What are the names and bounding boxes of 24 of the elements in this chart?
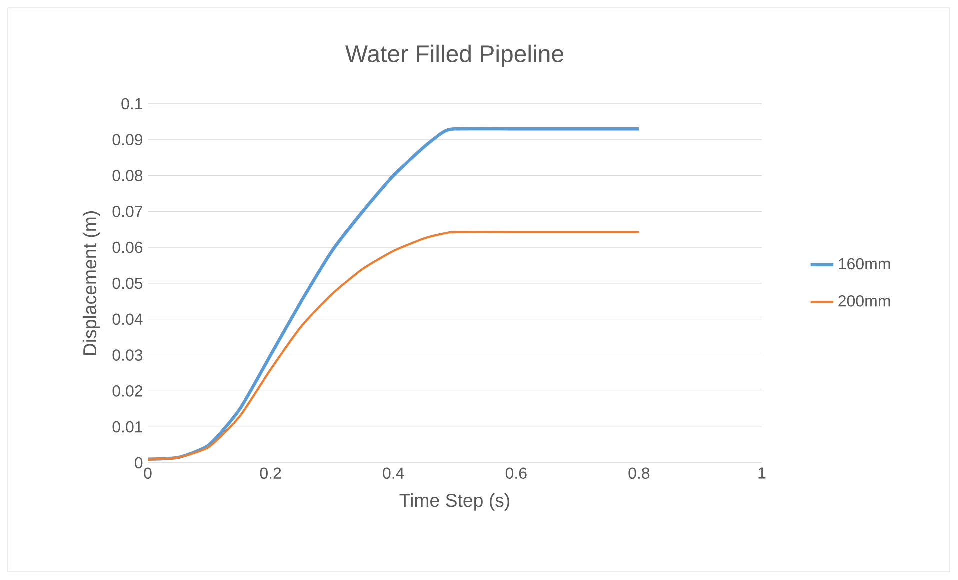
- chart-title: Water Filled Pipeline: [346, 44, 564, 68]
- y-tick-label: 0.09: [112, 134, 143, 146]
- y-tick-label: 0.1: [122, 98, 143, 110]
- y-tick-label: 0.02: [112, 386, 142, 397]
- y-tick-label: 0: [135, 457, 143, 469]
- y-tick-label: 0.05: [112, 278, 143, 290]
- y-tick-label: 0.08: [112, 170, 143, 182]
- y-tick-label: 0.04: [112, 314, 143, 326]
- x-tick-label: 0.2: [260, 468, 282, 480]
- x-tick-label: 0.4: [383, 468, 404, 480]
- y-axis-title: Displacement (m): [82, 212, 100, 356]
- legend-label: 160mm: [839, 258, 890, 270]
- x-axis-title: Time Step (s): [400, 494, 510, 511]
- x-tick-label: 0: [144, 468, 152, 480]
- legend-label: 200mm: [838, 295, 890, 307]
- y-tick-label: 0.03: [112, 350, 143, 361]
- line-series: [146, 231, 640, 460]
- y-tick-label: 0.06: [112, 242, 143, 254]
- x-tick-label: 0.6: [506, 468, 527, 480]
- line-series: [146, 127, 641, 461]
- x-tick-label: 0.8: [628, 468, 650, 480]
- y-tick-label: 0.01: [112, 421, 143, 433]
- x-tick-label: 1: [758, 468, 766, 479]
- y-tick-label: 0.07: [112, 206, 142, 218]
